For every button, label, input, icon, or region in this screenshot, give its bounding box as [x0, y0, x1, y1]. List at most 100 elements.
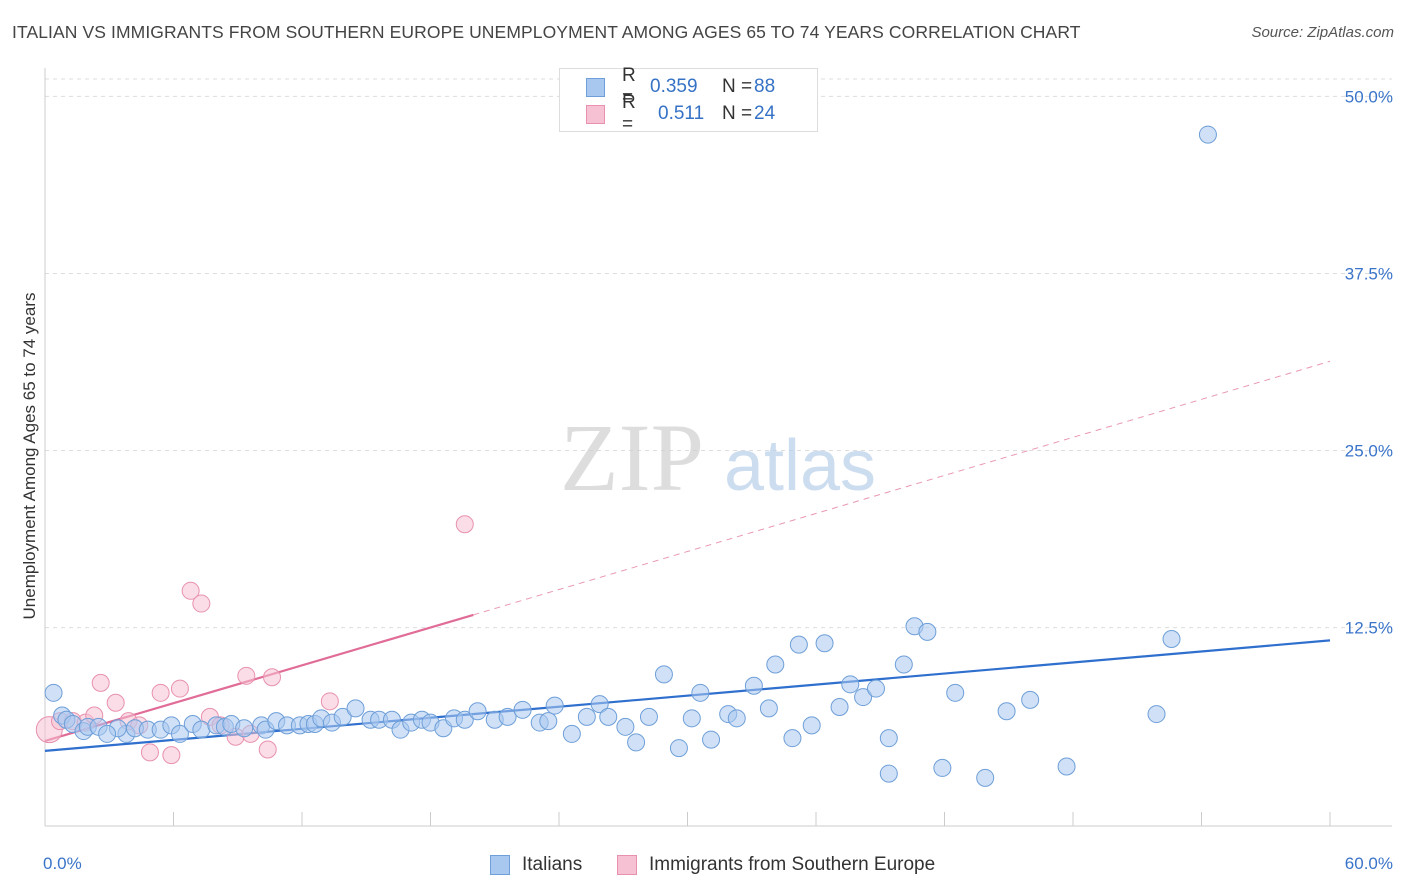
data-point-immigrants	[320, 692, 339, 711]
watermark-zip: ZIP	[560, 404, 704, 511]
watermark: ZIP atlas	[560, 404, 876, 511]
y-tick-label: 12.5%	[1345, 619, 1393, 638]
data-point-italians	[759, 699, 778, 718]
y-tick-label: 37.5%	[1345, 264, 1393, 283]
legend-r-label: R =	[622, 65, 636, 108]
data-point-immigrants	[106, 693, 125, 712]
legend-n-value: 88	[754, 76, 776, 97]
data-point-italians	[933, 758, 952, 777]
data-point-italians	[44, 683, 63, 702]
data-point-immigrants	[455, 515, 474, 534]
data-point-italians	[599, 707, 618, 726]
data-point-italians	[1198, 125, 1217, 144]
data-point-italians	[192, 720, 211, 739]
data-point-italians	[545, 696, 564, 715]
data-point-immigrants	[192, 594, 211, 613]
data-point-italians	[513, 700, 532, 719]
grid-lines	[45, 78, 1392, 629]
x-tick-label: 0.0%	[43, 854, 82, 873]
data-point-italians	[590, 695, 609, 714]
data-point-italians	[766, 655, 785, 674]
data-point-italians	[98, 724, 117, 743]
data-point-italians	[1021, 690, 1040, 709]
data-point-italians	[854, 688, 873, 707]
data-point-immigrants	[151, 683, 170, 702]
watermark-atlas: atlas	[724, 426, 876, 506]
legend-swatch-immigrants	[586, 104, 605, 124]
legend-row-italians: R = 0.359 N = 88	[586, 65, 776, 108]
data-point-italians	[170, 724, 189, 743]
legend-r-value: 0.359	[650, 76, 698, 97]
data-point-italians	[627, 733, 646, 752]
chart-title: ITALIAN VS IMMIGRANTS FROM SOUTHERN EURO…	[12, 22, 1081, 42]
bottom-legend-immigrants: Immigrants from Southern Europe	[617, 852, 935, 878]
data-point-immigrants	[237, 666, 256, 685]
data-point-italians	[577, 707, 596, 726]
data-point-italians	[455, 710, 474, 729]
data-point-italians	[682, 709, 701, 728]
data-point-immigrants	[162, 746, 181, 765]
data-point-italians	[1147, 705, 1166, 724]
data-point-italians	[783, 729, 802, 748]
data-point-italians	[879, 764, 898, 783]
data-point-italians	[744, 676, 763, 695]
data-point-italians	[498, 707, 517, 726]
legend-n-label: N =	[722, 76, 753, 97]
source-credit: Source: ZipAtlas.com	[1251, 24, 1394, 41]
bottom-legend-label-immigrants: Immigrants from Southern Europe	[649, 854, 936, 875]
data-point-italians	[866, 679, 885, 698]
x-tick-label: 60.0%	[1345, 854, 1393, 873]
data-point-italians	[639, 707, 658, 726]
data-point-immigrants	[140, 743, 159, 762]
axes	[44, 68, 1392, 827]
legend-n-label: N =	[722, 103, 753, 124]
legend-swatch-italians	[586, 77, 605, 97]
legend-r-label: R =	[622, 92, 636, 135]
data-point-immigrants	[181, 581, 200, 600]
data-point-italians	[669, 739, 688, 758]
bottom-legend-italians: Italians	[490, 852, 582, 878]
data-point-italians	[562, 724, 581, 743]
data-point-italians	[654, 665, 673, 684]
data-point-italians	[691, 683, 710, 702]
data-point-italians	[616, 717, 635, 736]
data-point-italians	[879, 729, 898, 748]
data-point-italians	[946, 683, 965, 702]
data-point-italians	[997, 702, 1016, 721]
data-point-italians	[235, 719, 254, 738]
bottom-legend-label-italians: Italians	[522, 854, 583, 875]
correlation-legend: R = 0.359 N = 88 R = 0.511 N = 24	[559, 65, 818, 135]
data-point-italians	[468, 702, 487, 721]
data-point-italians	[1057, 757, 1076, 776]
data-point-italians	[976, 768, 995, 787]
bottom-legend-swatch-immigrants	[617, 855, 637, 875]
data-point-italians	[346, 699, 365, 718]
italians-points	[44, 125, 1217, 787]
data-point-immigrants	[170, 679, 189, 698]
legend-r-value: 0.511	[658, 103, 705, 124]
data-point-italians	[830, 697, 849, 716]
data-point-italians	[539, 712, 558, 731]
y-tick-label: 50.0%	[1345, 87, 1393, 106]
data-point-italians	[333, 707, 352, 726]
data-point-immigrants	[258, 740, 277, 759]
data-point-immigrants	[263, 668, 282, 687]
data-point-italians	[815, 634, 834, 653]
data-point-italians	[894, 655, 913, 674]
data-point-italians	[841, 675, 860, 694]
legend-n-value: 24	[754, 103, 776, 124]
legend-row-immigrants: R = 0.511 N = 24	[586, 92, 776, 135]
trendline	[473, 360, 1331, 616]
y-axis-label: Unemployment Among Ages 65 to 74 years	[20, 292, 39, 620]
data-point-italians	[702, 730, 721, 749]
y-tick-label: 25.0%	[1345, 442, 1393, 461]
bottom-legend-swatch-italians	[490, 855, 510, 875]
data-point-italians	[789, 635, 808, 654]
data-point-italians	[1162, 629, 1181, 648]
tick-labels: 12.5% 25.0% 37.5% 50.0% 0.0% 60.0%	[43, 87, 1393, 873]
data-point-italians	[727, 709, 746, 728]
data-point-italians	[802, 716, 821, 735]
data-point-italians	[918, 622, 937, 641]
data-point-immigrants	[91, 673, 110, 692]
